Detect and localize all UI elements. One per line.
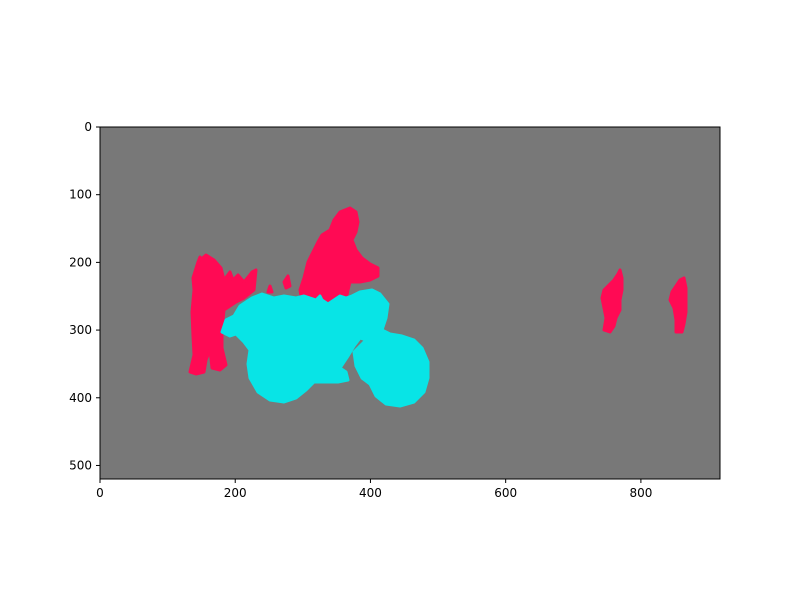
x-tick-label: 600	[494, 486, 517, 500]
segment-bicycle	[220, 288, 430, 408]
axes-frame	[99, 126, 721, 480]
segment-person-far-2	[668, 276, 688, 334]
x-tick-label: 0	[96, 486, 104, 500]
segmentation-image	[100, 127, 720, 479]
segment-bicycle-part-0	[220, 288, 430, 408]
x-tick-label: 800	[629, 486, 652, 500]
y-tick-label: 400	[69, 391, 92, 405]
segment-person-rider-part-1	[266, 284, 274, 294]
x-tick-label: 200	[224, 486, 247, 500]
y-tick-label: 100	[69, 188, 92, 202]
segment-person-rider-part-2	[282, 274, 292, 290]
y-tick-label: 300	[69, 323, 92, 337]
segment-person-far-1-part-0	[600, 268, 624, 334]
segment-person-left-part-0	[188, 253, 258, 376]
segment-person-far-1	[600, 268, 624, 334]
y-tick-label: 200	[69, 255, 92, 269]
y-tick-label: 500	[69, 458, 92, 472]
axes: 0 200 400 600 800 0 100 200 300 400 500	[69, 120, 721, 500]
segment-person-far-2-part-0	[668, 276, 688, 334]
segment-person-left	[188, 253, 258, 376]
y-tick-label: 0	[84, 120, 92, 134]
x-tick-label: 400	[359, 486, 382, 500]
